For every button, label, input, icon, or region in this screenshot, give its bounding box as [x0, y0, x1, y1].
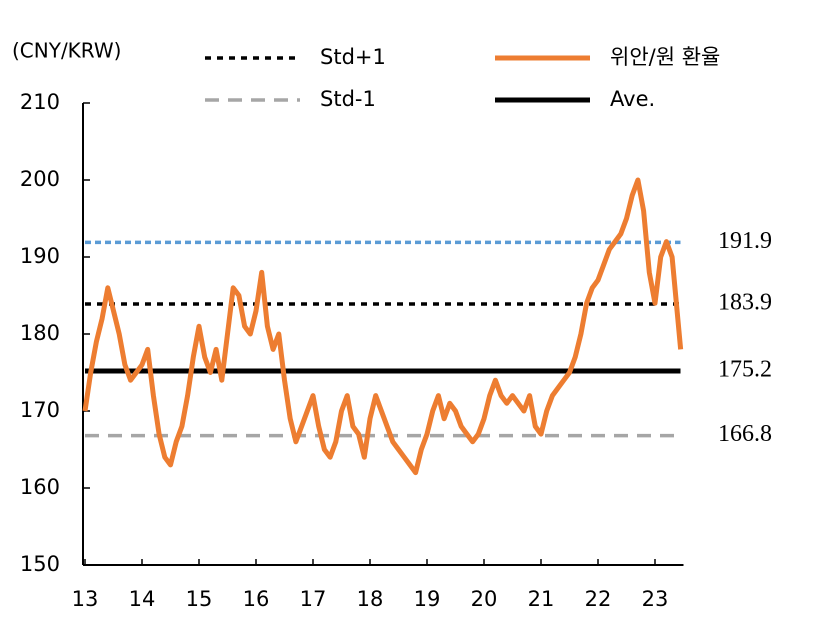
reference-label: 183.9: [718, 289, 772, 315]
legend-label: Std-1: [320, 87, 376, 111]
y-tick-label: 170: [20, 398, 60, 422]
x-tick-label: 18: [357, 587, 384, 611]
x-tick-label: 16: [243, 587, 270, 611]
data-line: [82, 177, 684, 476]
y-tick-label: 180: [20, 321, 60, 345]
y-tick-label: 150: [20, 552, 60, 576]
x-tick-label: 14: [129, 587, 156, 611]
y-tick-label: 200: [20, 167, 60, 191]
legend-label: 위안/원 환율: [610, 45, 720, 69]
x-tick-label: 22: [585, 587, 612, 611]
legend-label: Std+1: [320, 45, 386, 69]
reference-label: 166.8: [718, 421, 772, 447]
x-tick-label: 13: [72, 587, 99, 611]
reference-label: 191.9: [718, 228, 772, 254]
legend-label: Ave.: [610, 87, 655, 111]
y-tick-label: 190: [20, 244, 60, 268]
y-tick-label: 160: [20, 475, 60, 499]
x-tick-label: 17: [300, 587, 327, 611]
x-tick-label: 19: [414, 587, 441, 611]
x-tick-label: 21: [528, 587, 555, 611]
x-tick-label: 23: [642, 587, 669, 611]
reference-label: 175.2: [718, 356, 772, 382]
x-tick-label: 20: [471, 587, 498, 611]
y-axis-label: (CNY/KRW): [12, 39, 121, 63]
y-tick-label: 210: [20, 90, 60, 114]
x-tick-label: 15: [186, 587, 213, 611]
